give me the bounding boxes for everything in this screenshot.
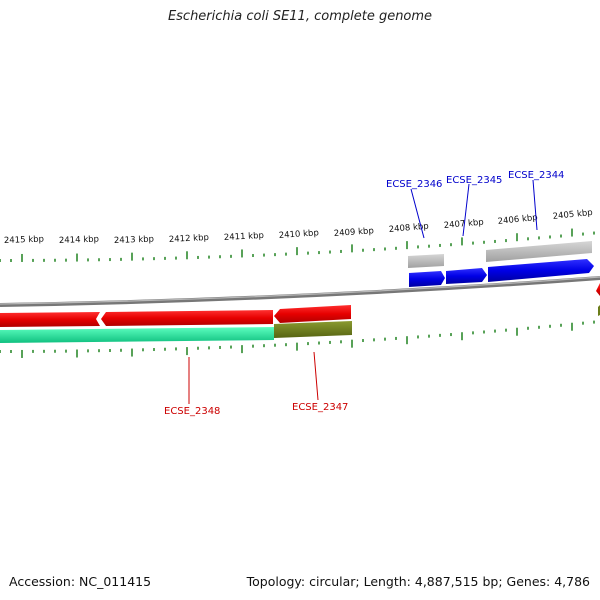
map-title: Escherichia coli SE11, complete genome (167, 9, 433, 24)
scale-label: 2412 kbp (169, 233, 210, 245)
cds-arrow-ecse-2346[interactable] (409, 271, 445, 287)
accession-text: Accession: NC_011415 (9, 574, 152, 589)
gene-labels: ECSE_2346 ECSE_2345 ECSE_2344 ECSE_2348 … (164, 170, 564, 417)
scale-label: 2411 kbp (224, 231, 265, 243)
inner-tick-row (0, 320, 595, 358)
scale-label: 2405 kbp (552, 208, 593, 222)
cds-arrow-ecse-2347[interactable] (274, 305, 351, 323)
scale-label: 2415 kbp (4, 235, 44, 246)
gene-leader-lines (188, 179, 538, 404)
scale-labels: 2415 kbp 2414 kbp 2413 kbp 2412 kbp 2411… (4, 208, 593, 246)
cds-arrow-reverse-left[interactable] (0, 312, 100, 327)
gene-label-ecse-2345[interactable]: ECSE_2345 (446, 175, 502, 186)
feature-segment-teal[interactable] (0, 327, 274, 343)
leader-line-ecse-2344 (532, 179, 538, 231)
reverse-feature-band (0, 305, 600, 343)
scale-label: 2406 kbp (497, 213, 538, 227)
leader-line-ecse-2345 (462, 183, 470, 237)
cds-arrow-ecse-2348[interactable] (101, 310, 273, 326)
reverse-cds-arrows (0, 283, 600, 327)
gene-box-ecse-2346[interactable] (408, 254, 444, 268)
gene-label-ecse-2346[interactable]: ECSE_2346 (386, 179, 442, 190)
genome-summary-text: Topology: circular; Length: 4,887,515 bp… (246, 574, 590, 589)
scale-label: 2408 kbp (388, 222, 429, 235)
scale-label: 2414 kbp (59, 235, 99, 246)
gene-box-ecse-2344[interactable] (486, 241, 592, 262)
scale-label: 2409 kbp (334, 226, 375, 239)
feature-segment-olive[interactable] (274, 321, 352, 338)
genome-backbone-highlight (0, 276, 600, 305)
outer-tick-row (0, 228, 595, 262)
cds-arrow-ecse-2345[interactable] (446, 268, 487, 284)
gene-label-ecse-2347[interactable]: ECSE_2347 (292, 402, 348, 413)
forward-gene-boxes (408, 241, 592, 268)
scale-label: 2407 kbp (443, 218, 484, 231)
forward-cds-arrows (409, 259, 594, 287)
cds-arrow-right-edge[interactable] (596, 283, 600, 296)
scale-label: 2413 kbp (114, 235, 154, 246)
scale-label: 2410 kbp (279, 228, 320, 241)
gene-label-ecse-2344[interactable]: ECSE_2344 (508, 170, 564, 181)
cds-arrow-ecse-2344[interactable] (488, 259, 594, 282)
leader-line-ecse-2346 (410, 188, 425, 239)
gene-label-ecse-2348[interactable]: ECSE_2348 (164, 406, 220, 417)
leader-line-ecse-2347 (313, 351, 319, 401)
genome-backbone (0, 276, 600, 307)
